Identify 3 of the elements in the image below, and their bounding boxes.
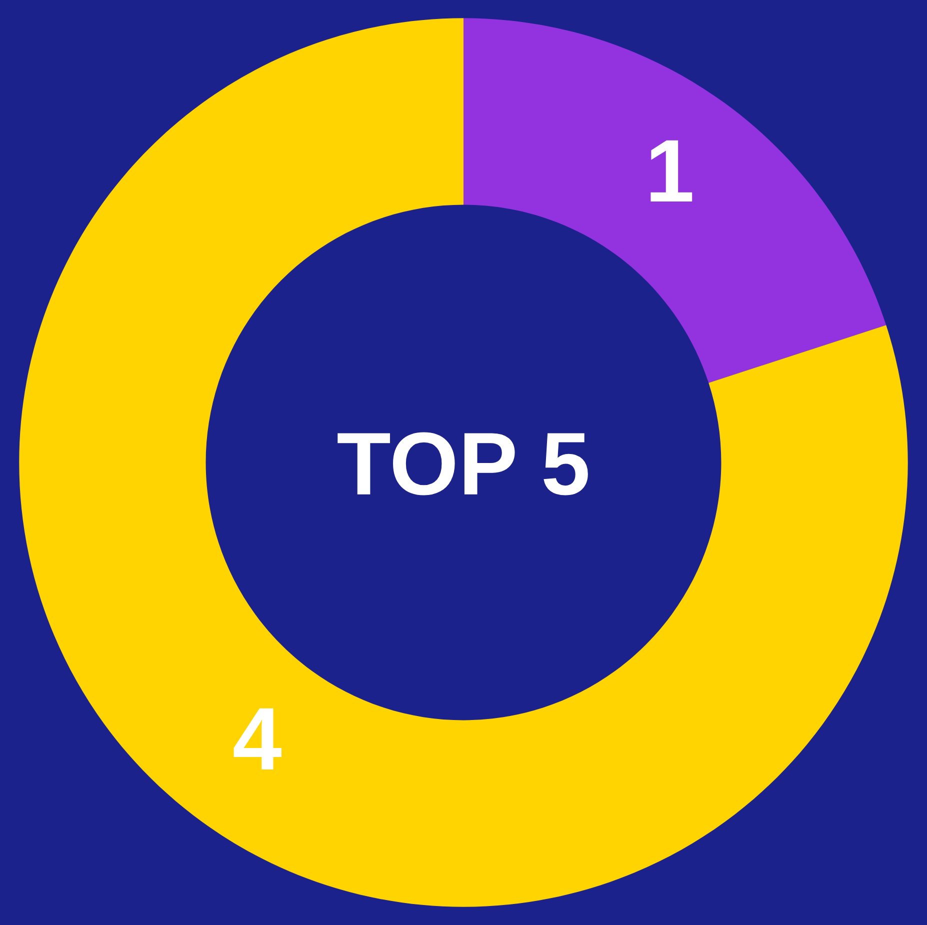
text: TOP 5: [338, 432, 588, 496]
data-label: 4: [234, 708, 282, 770]
data-label: 1: [650, 140, 692, 202]
